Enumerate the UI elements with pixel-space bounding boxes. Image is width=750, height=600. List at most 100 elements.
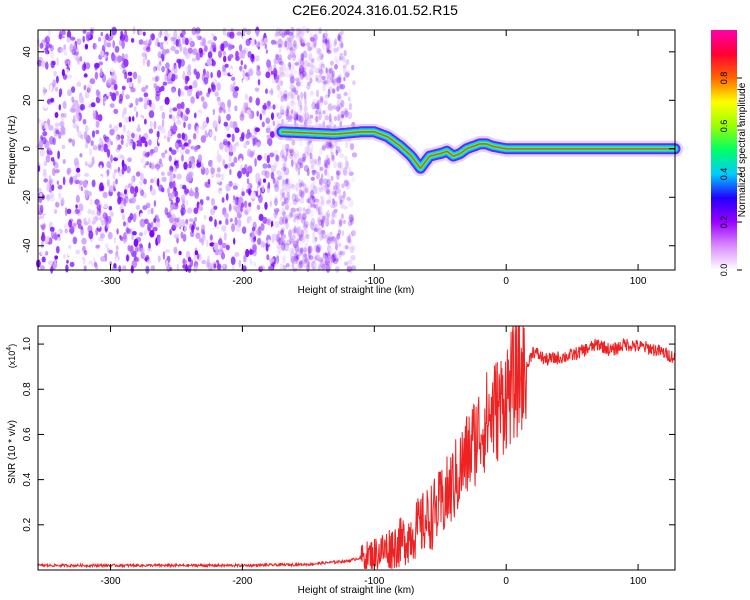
noise-dot: [299, 37, 306, 43]
noise-dot: [88, 230, 94, 240]
noise-dot: [61, 30, 66, 36]
noise-dot: [135, 257, 140, 262]
noise-dot: [266, 218, 272, 226]
noise-dot: [274, 154, 280, 163]
noise-dot: [144, 52, 148, 61]
noise-dot: [319, 212, 325, 221]
noise-dot: [275, 180, 280, 187]
noise-dot: [115, 257, 119, 264]
noise-dot: [255, 141, 261, 148]
noise-dot: [287, 54, 293, 61]
noise-dot: [114, 149, 121, 159]
noise-dot: [312, 195, 316, 204]
noise-dot: [295, 173, 299, 178]
noise-dot: [224, 164, 228, 169]
noise-dot: [327, 250, 332, 257]
noise-dot: [286, 28, 291, 36]
noise-dot: [310, 170, 315, 179]
noise-dot: [222, 70, 228, 76]
noise-dot: [270, 164, 277, 173]
noise-dot: [324, 115, 330, 121]
snr-scale-label: (x104): [6, 344, 17, 368]
noise-dot: [321, 196, 325, 206]
spectrogram-x-axis: -300 -200 -100 0 100: [101, 30, 647, 287]
noise-dot: [218, 50, 222, 58]
noise-dot: [204, 45, 208, 52]
noise-dot: [86, 31, 92, 39]
noise-dot: [303, 246, 307, 252]
figure-title: C2E6.2024.316.01.52.R15: [292, 2, 458, 18]
noise-dot: [243, 254, 247, 263]
noise-dot: [67, 89, 72, 97]
noise-dot: [297, 206, 303, 212]
noise-dot: [131, 132, 135, 139]
noise-dot: [303, 91, 307, 100]
noise-dot: [260, 241, 266, 248]
noise-dot: [316, 221, 322, 229]
noise-dot: [235, 70, 238, 77]
noise-dot: [317, 48, 322, 55]
noise-dot: [334, 55, 339, 63]
colorbar: 0.00.20.40.60.8 Normalized spectral ampl…: [711, 30, 748, 276]
noise-dot: [281, 216, 288, 225]
noise-dot: [99, 164, 103, 172]
noise-dot: [321, 219, 324, 229]
noise-dot: [43, 178, 48, 183]
noise-dot: [341, 230, 345, 237]
noise-dot: [47, 260, 54, 266]
noise-dot: [161, 65, 166, 73]
noise-dot: [340, 161, 343, 171]
noise-dot: [322, 32, 328, 39]
noise-dot: [86, 159, 92, 165]
noise-dot: [122, 124, 127, 133]
noise-dot: [195, 71, 200, 80]
noise-dot: [302, 207, 306, 212]
noise-dot: [291, 139, 295, 146]
noise-dot: [309, 195, 315, 200]
noise-dot: [270, 87, 274, 96]
noise-dot: [153, 83, 158, 89]
noise-dot: [251, 232, 255, 238]
noise-dot: [298, 224, 303, 234]
noise-dot: [110, 154, 113, 163]
noise-dot: [166, 33, 171, 38]
noise-dot: [239, 113, 245, 122]
noise-dot: [322, 79, 328, 87]
noise-dot: [282, 93, 286, 102]
noise-dot: [83, 221, 89, 226]
noise-dot: [297, 182, 301, 190]
noise-dot: [123, 131, 128, 137]
noise-dot: [237, 170, 242, 179]
noise-dot: [281, 179, 287, 187]
noise-dot: [95, 264, 99, 270]
noise-dot: [322, 80, 328, 85]
noise-dot: [290, 57, 296, 62]
noise-dot: [207, 40, 213, 45]
noise-dot: [324, 184, 330, 194]
noise-dot: [45, 61, 49, 70]
noise-dot: [296, 218, 300, 225]
noise-dot: [188, 190, 195, 197]
noise-dot: [169, 229, 172, 235]
noise-dot: [40, 265, 45, 271]
noise-dot: [316, 97, 322, 106]
noise-dot: [328, 119, 333, 128]
noise-dot: [228, 54, 234, 59]
noise-dot: [319, 165, 322, 172]
noise-dot: [318, 219, 323, 227]
noise-dot: [332, 258, 339, 264]
noise-dot: [289, 73, 295, 79]
noise-dot: [310, 202, 314, 208]
noise-dot: [71, 96, 75, 103]
noise-dot: [55, 201, 60, 208]
noise-dot: [281, 232, 286, 241]
noise-dot: [78, 203, 84, 212]
noise-dot: [278, 61, 284, 66]
noise-dot: [294, 87, 297, 92]
noise-dot: [150, 178, 154, 184]
noise-dot: [280, 71, 285, 78]
noise-dot: [327, 79, 332, 86]
noise-dot: [94, 42, 98, 50]
noise-dot: [196, 112, 202, 120]
noise-dot: [71, 175, 78, 182]
